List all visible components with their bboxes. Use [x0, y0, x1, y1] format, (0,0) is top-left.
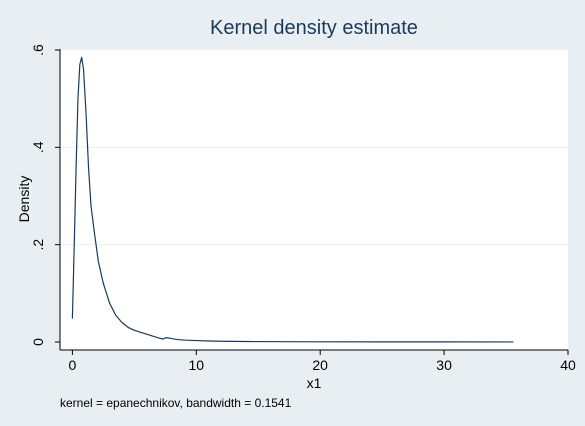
x-tick-label: 10 [189, 357, 205, 373]
x-tick-label: 40 [560, 357, 576, 373]
chart-title: Kernel density estimate [210, 17, 418, 39]
y-tick-label: .6 [30, 44, 46, 56]
gridlines [60, 49, 568, 246]
kernel-note: kernel = epanechnikov, bandwidth = 0.154… [60, 396, 292, 410]
x-tick-label: 30 [436, 357, 452, 373]
tick-marks: 0 .2 .4 .6 0 10 20 30 40 [30, 44, 576, 373]
y-tick-label: 0 [30, 338, 46, 346]
y-axis-title: Density [16, 176, 32, 223]
x-axis-title: x1 [307, 375, 322, 391]
x-tick-label: 0 [68, 357, 76, 373]
axes [59, 49, 568, 351]
series-group [71, 56, 514, 343]
y-tick-label: .4 [30, 141, 46, 153]
density-line [71, 56, 514, 343]
y-tick-label: .2 [30, 239, 46, 251]
plot-area [60, 49, 568, 350]
x-tick-label: 20 [312, 357, 328, 373]
